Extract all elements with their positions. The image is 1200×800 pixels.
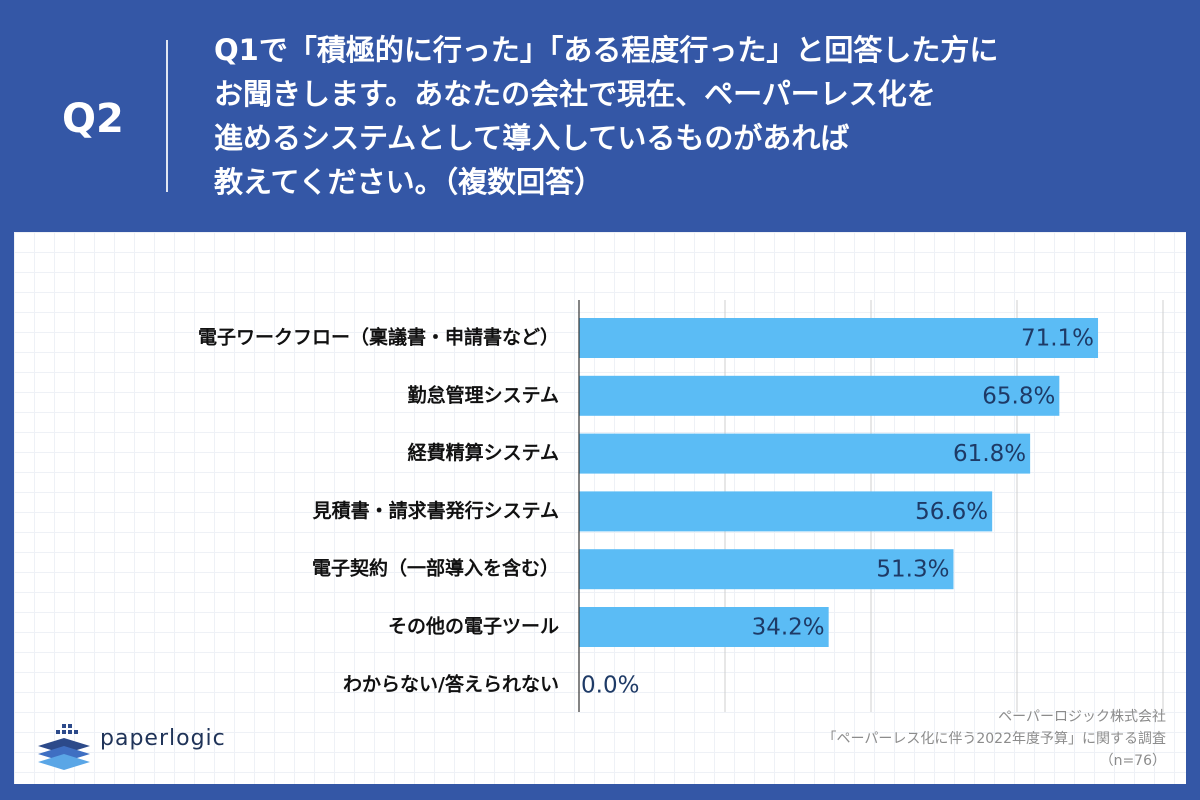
bar-chart: 電子ワークフロー（稟議書・申請書など） 71.1% 勤怠管理システム 65.8% 経費精… [198,300,1164,712]
bar [579,549,954,590]
stacked-paper-icon [38,724,90,770]
header: Q2 Q1で「積極的に行った」「ある程度行った」と回答した方に お聞きします。あ… [0,0,1200,232]
bar [579,433,1031,474]
bar [579,491,993,532]
data-label: 71.1% [1021,326,1094,352]
category-label: 経費精算システム [408,441,559,464]
source-note: ペーパーロジック株式会社 「ペーパーレス化に伴う2022年度予算」に関する調査 … [823,706,1167,772]
data-label: 0.0% [581,672,639,698]
question-line: 教えてください。（複数回答） [214,165,604,199]
source-sample-size: （n=76） [1099,753,1166,769]
data-label: 56.6% [915,499,988,525]
category-label: 勤怠管理システム [408,383,559,406]
bar [579,607,829,647]
data-label: 34.2% [752,615,825,641]
question-line: Q1で「積極的に行った」「ある程度行った」と回答した方に [214,33,999,67]
question-line: 進めるシステムとして導入しているものがあれば [214,121,850,155]
category-label: その他の電子ツール [388,615,559,638]
header-divider [166,40,168,192]
category-label: 電子ワークフロー（稟議書・申請書など） [198,326,559,349]
data-label: 51.3% [876,557,949,583]
data-label: 61.8% [953,441,1026,467]
category-label: わからない/答えられない [343,672,559,695]
bar [579,318,1099,358]
paperlogic-logo: paperlogic [34,724,254,774]
data-label: 65.8% [982,383,1055,409]
source-company: ペーパーロジック株式会社 [998,709,1166,725]
bar [579,375,1060,416]
logo-text: paperlogic [100,726,226,751]
category-label: 電子契約（一部導入を含む） [312,557,559,580]
question-text: Q1で「積極的に行った」「ある程度行った」と回答した方に お聞きします。あなたの… [214,28,1154,204]
source-survey: 「ペーパーレス化に伴う2022年度予算」に関する調査 [822,731,1167,747]
question-number: Q2 [62,96,124,142]
question-line: お聞きします。あなたの会社で現在、ペーパーレス化を [214,77,936,111]
category-label: 見積書・請求書発行システム [313,499,559,522]
chart-panel: 電子ワークフロー（稟議書・申請書など） 71.1% 勤怠管理システム 65.8% 経費精… [14,232,1186,784]
